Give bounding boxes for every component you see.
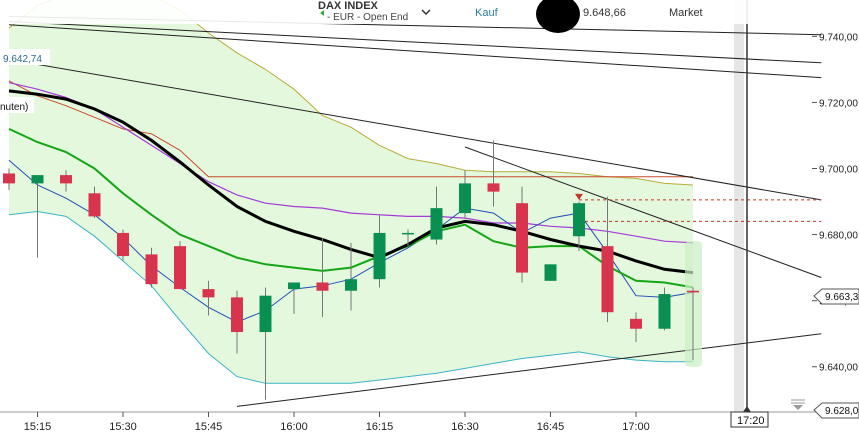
instrument-subtitle: - EUR - Open End	[327, 12, 409, 23]
x-tick-label: 15:15	[24, 421, 52, 433]
candle-body	[345, 279, 357, 291]
candle-body	[630, 318, 642, 329]
trend-line-6[interactable]	[236, 333, 822, 407]
order-type[interactable]: Market	[669, 7, 703, 19]
x-tick-label: 15:45	[195, 421, 223, 433]
candle-body	[288, 282, 300, 290]
y-tick-label: 9.640,00	[819, 363, 858, 374]
candle-body	[231, 297, 243, 333]
y-tick-label: 9.740,00	[819, 32, 858, 43]
candle-body	[3, 173, 15, 184]
scroll-arrow-icon[interactable]	[791, 399, 805, 410]
candle-1650	[573, 201, 585, 252]
candle-1635	[487, 140, 500, 207]
future-area-shade	[734, 0, 744, 412]
candle-1605	[316, 237, 329, 318]
candle-body	[174, 246, 186, 290]
candle-1525	[88, 186, 101, 219]
candle-body	[459, 183, 471, 214]
low-price-tag: 9.628,0	[813, 402, 859, 419]
candle-1610	[345, 242, 357, 311]
candle-1700	[630, 312, 642, 342]
price-value: 9.648,66	[583, 7, 626, 19]
candle-1520	[60, 170, 72, 192]
buy-label[interactable]: Kauf	[475, 7, 498, 19]
candle-body	[658, 294, 671, 329]
candle-1550	[231, 290, 243, 354]
current-price-label: 9.663,3	[825, 292, 859, 303]
candle-1600	[288, 282, 300, 314]
candle-1615	[373, 214, 386, 288]
series-bb-upper	[8, 0, 694, 186]
candle-1515	[31, 175, 44, 258]
candle-body	[60, 175, 72, 184]
header-bar	[0, 0, 859, 24]
candle-body	[544, 264, 557, 281]
level-marker-icon	[575, 193, 583, 200]
candle-body	[259, 295, 272, 333]
candle-body	[316, 282, 329, 291]
low-price-label: 9.628,0	[825, 406, 859, 417]
candle-body	[573, 203, 585, 237]
x-tick-label: 16:15	[366, 421, 394, 433]
series-resistance	[8, 80, 693, 178]
candle-1510	[3, 168, 15, 190]
candle-body	[88, 193, 101, 217]
x-tick-label: 15:30	[109, 421, 137, 433]
x-tick-label: 17:00	[622, 421, 650, 433]
candle-body	[373, 232, 386, 280]
candle-1630	[459, 170, 471, 219]
candle-body	[687, 290, 699, 293]
candle-body	[402, 232, 414, 235]
price-badge-box	[0, 49, 50, 65]
legend-box	[0, 97, 34, 113]
candle-1620	[402, 229, 414, 247]
x-tick-label: 16:30	[451, 421, 479, 433]
y-tick-label: 9.680,00	[819, 231, 858, 242]
trend-line-2[interactable]	[8, 20, 822, 64]
candles	[3, 140, 702, 400]
legend-label: nuten)	[0, 102, 28, 113]
candle-body	[145, 254, 158, 285]
candle-body	[601, 246, 614, 313]
instrument-flag-icon	[320, 10, 324, 16]
candle-body	[117, 232, 129, 257]
trend-line-3[interactable]	[8, 24, 822, 79]
trend-line-4[interactable]	[8, 58, 822, 201]
candle-1645	[544, 264, 557, 281]
candle-1530	[117, 229, 129, 262]
candle-body	[430, 208, 443, 240]
instrument-title: DAX INDEX	[318, 0, 378, 12]
current-price-tag: 9.663,3	[813, 288, 859, 305]
candle-1545	[202, 280, 215, 316]
candle-1625	[430, 186, 443, 245]
x-tick-label: 16:45	[537, 421, 565, 433]
candle-1655	[601, 196, 614, 323]
time-label: 17:20	[737, 415, 765, 427]
candle-1705	[658, 287, 671, 331]
y-tick-label: 9.720,00	[819, 98, 858, 109]
x-axis: 15:15 15:30 15:45 16:00 16:15 16:30 16:45 17:00	[24, 412, 650, 433]
trend-line-5[interactable]	[464, 146, 822, 278]
y-tick-label: 9.700,00	[819, 165, 858, 176]
candle-1710	[685, 241, 702, 367]
candle-1555	[259, 287, 272, 400]
price-badge: 9.642,74	[3, 54, 42, 65]
candle-1540	[174, 241, 186, 290]
redacted-blob	[536, 0, 580, 33]
candle-body	[487, 183, 500, 192]
candle-1640	[516, 186, 528, 283]
chevron-down-icon[interactable]	[421, 9, 431, 16]
candle-body	[202, 289, 215, 298]
candle-body	[516, 203, 528, 273]
x-tick-label: 16:00	[280, 421, 308, 433]
candle-1535	[145, 247, 158, 288]
candle-body	[31, 175, 44, 184]
time-tag: 17:20	[730, 406, 769, 428]
